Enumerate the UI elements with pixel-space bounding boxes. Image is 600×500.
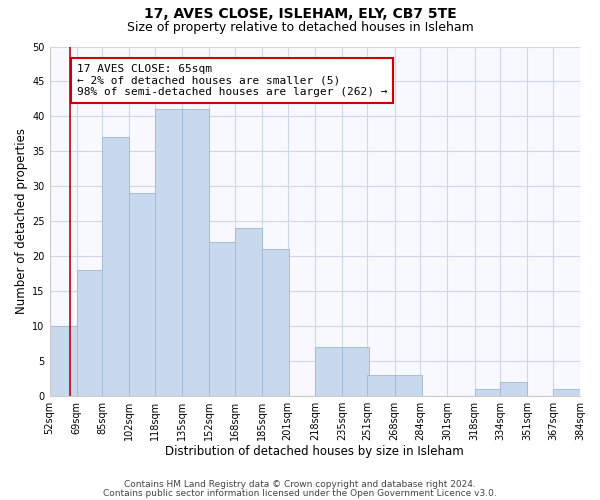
Bar (475, 389, 502, 396)
Bar (235, 228, 262, 396)
Text: Size of property relative to detached houses in Isleham: Size of property relative to detached ho… (127, 21, 473, 34)
Text: Contains public sector information licensed under the Open Government Licence v3: Contains public sector information licen… (103, 488, 497, 498)
Bar (155, 110, 182, 396)
Bar (500, 382, 527, 396)
X-axis label: Distribution of detached houses by size in Isleham: Distribution of detached houses by size … (166, 444, 464, 458)
Text: 17 AVES CLOSE: 65sqm
← 2% of detached houses are smaller (5)
98% of semi-detache: 17 AVES CLOSE: 65sqm ← 2% of detached ho… (77, 64, 387, 97)
Bar (77, 270, 104, 396)
Bar (50, 326, 77, 396)
Bar (395, 375, 422, 396)
Bar (209, 242, 236, 396)
Y-axis label: Number of detached properties: Number of detached properties (15, 128, 28, 314)
Bar (553, 389, 580, 396)
Text: 17, AVES CLOSE, ISLEHAM, ELY, CB7 5TE: 17, AVES CLOSE, ISLEHAM, ELY, CB7 5TE (143, 8, 457, 22)
Bar (130, 194, 157, 396)
Bar (315, 347, 342, 396)
Bar (182, 110, 209, 396)
Bar (342, 347, 369, 396)
Bar (262, 250, 289, 396)
Text: Contains HM Land Registry data © Crown copyright and database right 2024.: Contains HM Land Registry data © Crown c… (124, 480, 476, 489)
Bar (102, 138, 130, 396)
Bar (367, 375, 395, 396)
